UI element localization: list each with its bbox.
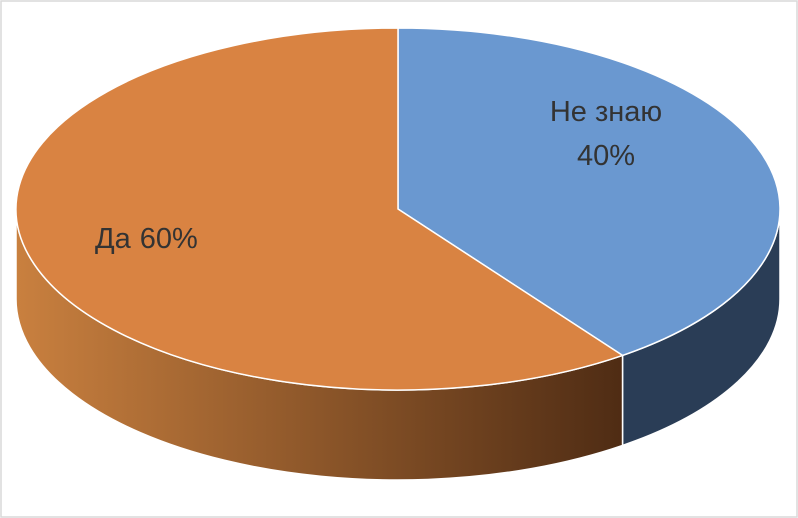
labels: Не знаю 40% Да 60%: [95, 96, 662, 255]
pie-slice: [397, 27, 781, 357]
data-label: Да 60%: [95, 223, 198, 255]
pie: [15, 27, 781, 481]
label-value: 40%: [577, 140, 635, 172]
data-label: Не знаю 40%: [550, 96, 662, 172]
pie-slice: [15, 27, 625, 391]
label-category: Да: [95, 223, 132, 255]
label-category: Не знаю: [550, 96, 662, 128]
label-value: 60%: [140, 223, 198, 255]
